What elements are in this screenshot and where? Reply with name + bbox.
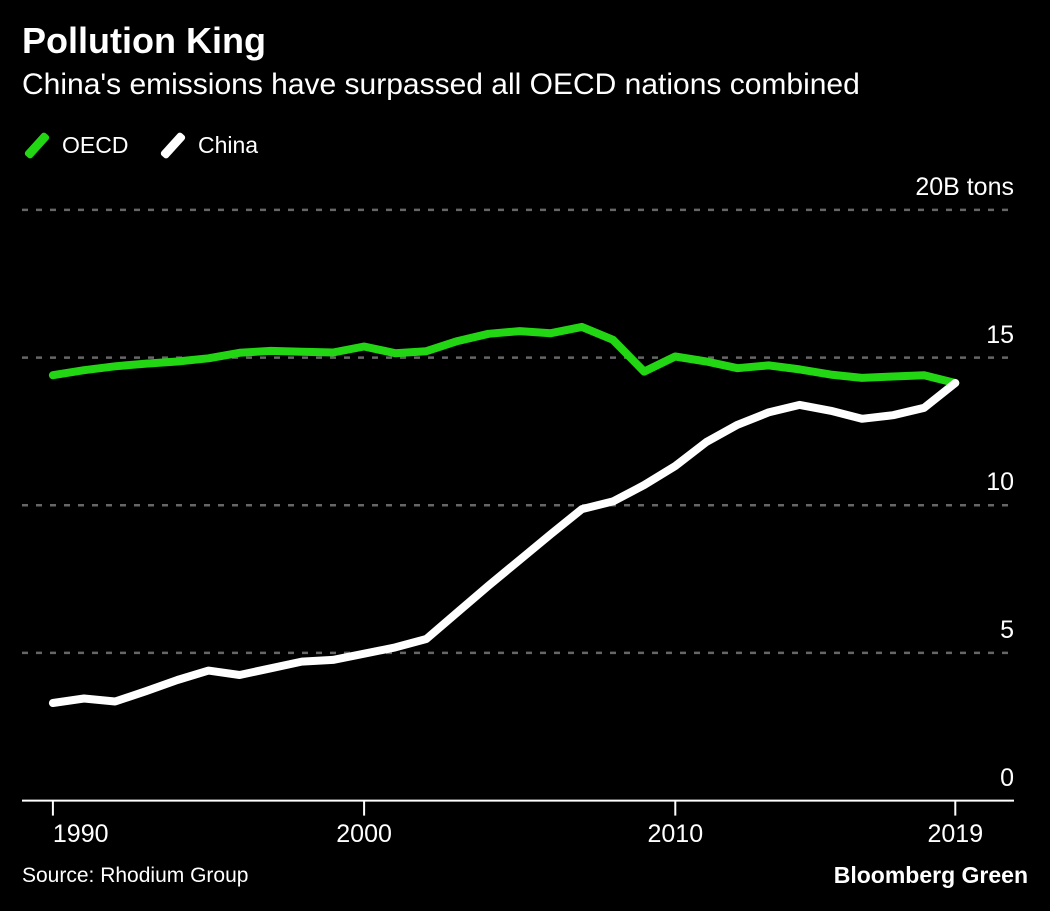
svg-text:1990: 1990 [53,820,109,848]
svg-text:10: 10 [986,468,1014,496]
svg-text:0: 0 [1000,764,1014,792]
svg-text:2010: 2010 [647,820,703,848]
svg-text:5: 5 [1000,616,1014,644]
svg-text:2000: 2000 [336,820,392,848]
svg-text:15: 15 [986,321,1014,349]
svg-text:20B tons: 20B tons [915,173,1014,201]
svg-text:2019: 2019 [927,820,983,848]
